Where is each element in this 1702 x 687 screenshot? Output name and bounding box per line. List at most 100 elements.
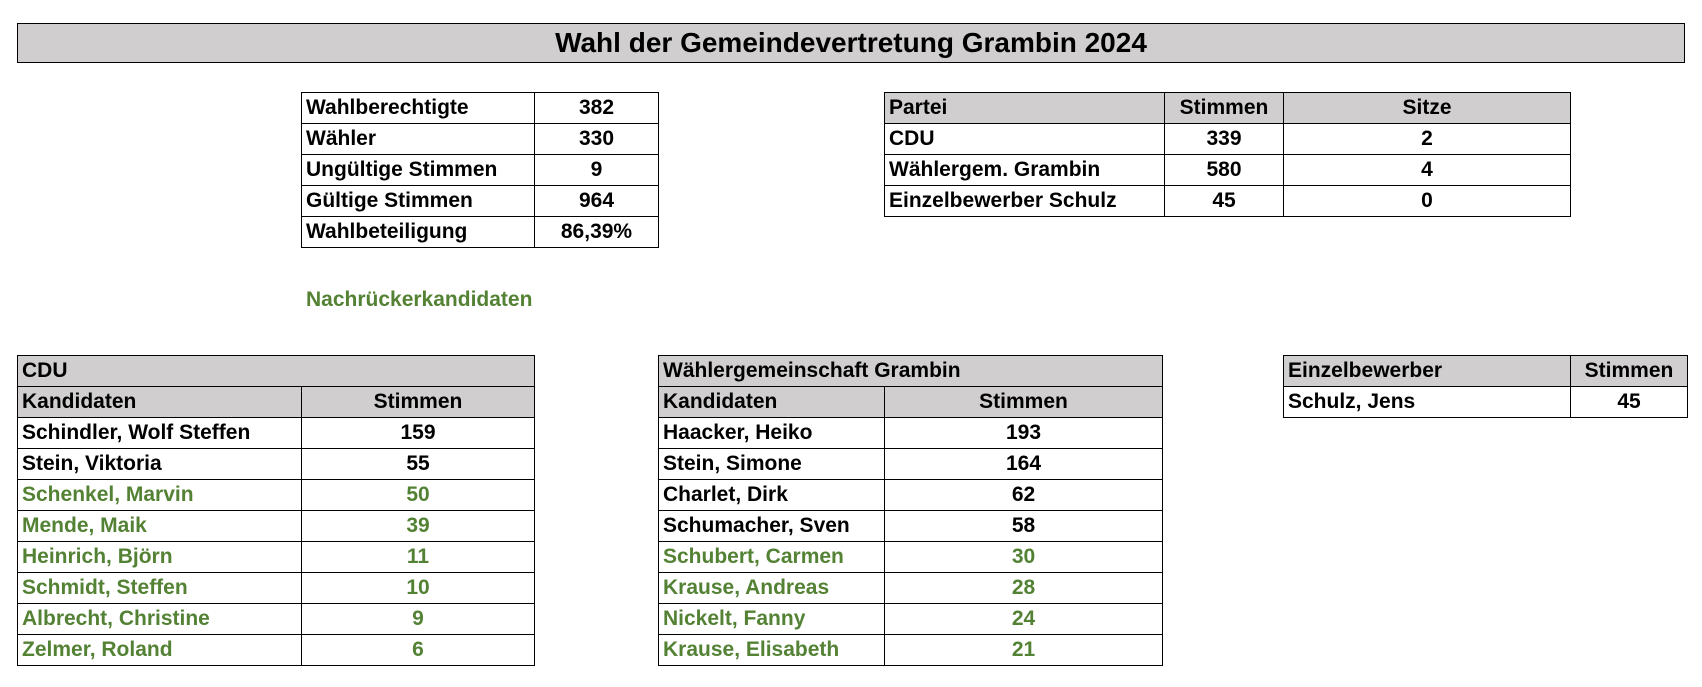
table-row: Heinrich, Björn 11: [17, 541, 535, 573]
table-row: Gültige Stimmen 964: [301, 185, 659, 217]
stat-value: 86,39%: [534, 216, 659, 248]
candidate-votes: 164: [884, 448, 1163, 480]
candidate-votes: 11: [301, 541, 535, 573]
column-header: Stimmen: [301, 386, 535, 418]
stat-label: Wahlberechtigte: [301, 92, 535, 124]
table-row: Zelmer, Roland 6: [17, 634, 535, 666]
candidate-votes: 193: [884, 417, 1163, 449]
candidate-name: Heinrich, Björn: [17, 541, 302, 573]
candidate-votes: 45: [1570, 386, 1688, 418]
table-title-row: Wählergemeinschaft Grambin: [658, 355, 1163, 387]
party-name: Einzelbewerber Schulz: [884, 185, 1165, 217]
table-row: Einzelbewerber Schulz 45 0: [884, 185, 1571, 217]
table-row: Schulz, Jens 45: [1283, 386, 1688, 418]
table-row: Krause, Elisabeth 21: [658, 634, 1163, 666]
stat-value: 9: [534, 154, 659, 186]
column-header: Sitze: [1283, 92, 1571, 124]
column-header: Partei: [884, 92, 1165, 124]
table-header-row: Einzelbewerber Stimmen: [1283, 355, 1688, 387]
table-row: Mende, Maik 39: [17, 510, 535, 542]
candidate-votes: 58: [884, 510, 1163, 542]
candidate-votes: 6: [301, 634, 535, 666]
candidate-votes: 159: [301, 417, 535, 449]
stat-label: Ungültige Stimmen: [301, 154, 535, 186]
table-row: Wählergem. Grambin 580 4: [884, 154, 1571, 186]
candidate-votes: 39: [301, 510, 535, 542]
candidate-votes: 9: [301, 603, 535, 635]
party-name: Wählergem. Grambin: [884, 154, 1165, 186]
wg-candidates-table: Wählergemeinschaft Grambin Kandidaten St…: [658, 355, 1163, 666]
candidate-name: Stein, Viktoria: [17, 448, 302, 480]
party-votes: 45: [1164, 185, 1284, 217]
party-votes: 339: [1164, 123, 1284, 155]
candidate-name: Schumacher, Sven: [658, 510, 885, 542]
table-row: Ungültige Stimmen 9: [301, 154, 659, 186]
table-row: Stein, Viktoria 55: [17, 448, 535, 480]
table-row: Wahlberechtigte 382: [301, 92, 659, 124]
candidate-votes: 21: [884, 634, 1163, 666]
candidate-name: Krause, Andreas: [658, 572, 885, 604]
candidate-name: Schulz, Jens: [1283, 386, 1571, 418]
party-results-table: Partei Stimmen Sitze CDU 339 2 Wählergem…: [884, 92, 1571, 217]
candidate-votes: 28: [884, 572, 1163, 604]
party-seats: 2: [1283, 123, 1571, 155]
stat-value: 382: [534, 92, 659, 124]
candidate-name: Schmidt, Steffen: [17, 572, 302, 604]
table-title-row: CDU: [17, 355, 535, 387]
candidate-votes: 62: [884, 479, 1163, 511]
table-row: Albrecht, Christine 9: [17, 603, 535, 635]
party-seats: 0: [1283, 185, 1571, 217]
party-votes: 580: [1164, 154, 1284, 186]
table-row: Wähler 330: [301, 123, 659, 155]
candidate-votes: 50: [301, 479, 535, 511]
table-row: Wahlbeteiligung 86,39%: [301, 216, 659, 248]
candidate-name: Mende, Maik: [17, 510, 302, 542]
table-row: Schindler, Wolf Steffen 159: [17, 417, 535, 449]
table-header-row: Kandidaten Stimmen: [17, 386, 535, 418]
column-header: Kandidaten: [658, 386, 885, 418]
column-header: Stimmen: [884, 386, 1163, 418]
candidate-name: Zelmer, Roland: [17, 634, 302, 666]
candidate-votes: 24: [884, 603, 1163, 635]
page-title: Wahl der Gemeindevertretung Grambin 2024: [17, 23, 1685, 63]
table-row: Charlet, Dirk 62: [658, 479, 1163, 511]
column-header: Einzelbewerber: [1283, 355, 1571, 387]
table-row: Schmidt, Steffen 10: [17, 572, 535, 604]
table-header-row: Partei Stimmen Sitze: [884, 92, 1571, 124]
candidate-name: Schenkel, Marvin: [17, 479, 302, 511]
candidate-name: Albrecht, Christine: [17, 603, 302, 635]
column-header: Kandidaten: [17, 386, 302, 418]
candidate-name: Schindler, Wolf Steffen: [17, 417, 302, 449]
candidate-votes: 30: [884, 541, 1163, 573]
stats-table: Wahlberechtigte 382 Wähler 330 Ungültige…: [301, 92, 659, 248]
table-header-row: Kandidaten Stimmen: [658, 386, 1163, 418]
table-row: Schumacher, Sven 58: [658, 510, 1163, 542]
stat-label: Gültige Stimmen: [301, 185, 535, 217]
table-row: Schenkel, Marvin 50: [17, 479, 535, 511]
stat-value: 330: [534, 123, 659, 155]
party-seats: 4: [1283, 154, 1571, 186]
candidate-name: Charlet, Dirk: [658, 479, 885, 511]
table-row: Krause, Andreas 28: [658, 572, 1163, 604]
table-title: Wählergemeinschaft Grambin: [658, 355, 1163, 387]
table-row: CDU 339 2: [884, 123, 1571, 155]
candidate-name: Stein, Simone: [658, 448, 885, 480]
table-title: CDU: [17, 355, 535, 387]
candidate-name: Krause, Elisabeth: [658, 634, 885, 666]
column-header: Stimmen: [1570, 355, 1688, 387]
candidate-name: Haacker, Heiko: [658, 417, 885, 449]
table-row: Stein, Simone 164: [658, 448, 1163, 480]
single-candidate-table: Einzelbewerber Stimmen Schulz, Jens 45: [1283, 355, 1688, 418]
candidate-name: Schubert, Carmen: [658, 541, 885, 573]
candidate-name: Nickelt, Fanny: [658, 603, 885, 635]
party-name: CDU: [884, 123, 1165, 155]
stat-label: Wahlbeteiligung: [301, 216, 535, 248]
successor-note: Nachrückerkandidaten: [306, 288, 533, 311]
table-row: Nickelt, Fanny 24: [658, 603, 1163, 635]
table-row: Haacker, Heiko 193: [658, 417, 1163, 449]
cdu-candidates-table: CDU Kandidaten Stimmen Schindler, Wolf S…: [17, 355, 535, 666]
table-row: Schubert, Carmen 30: [658, 541, 1163, 573]
candidate-votes: 10: [301, 572, 535, 604]
candidate-votes: 55: [301, 448, 535, 480]
stat-value: 964: [534, 185, 659, 217]
